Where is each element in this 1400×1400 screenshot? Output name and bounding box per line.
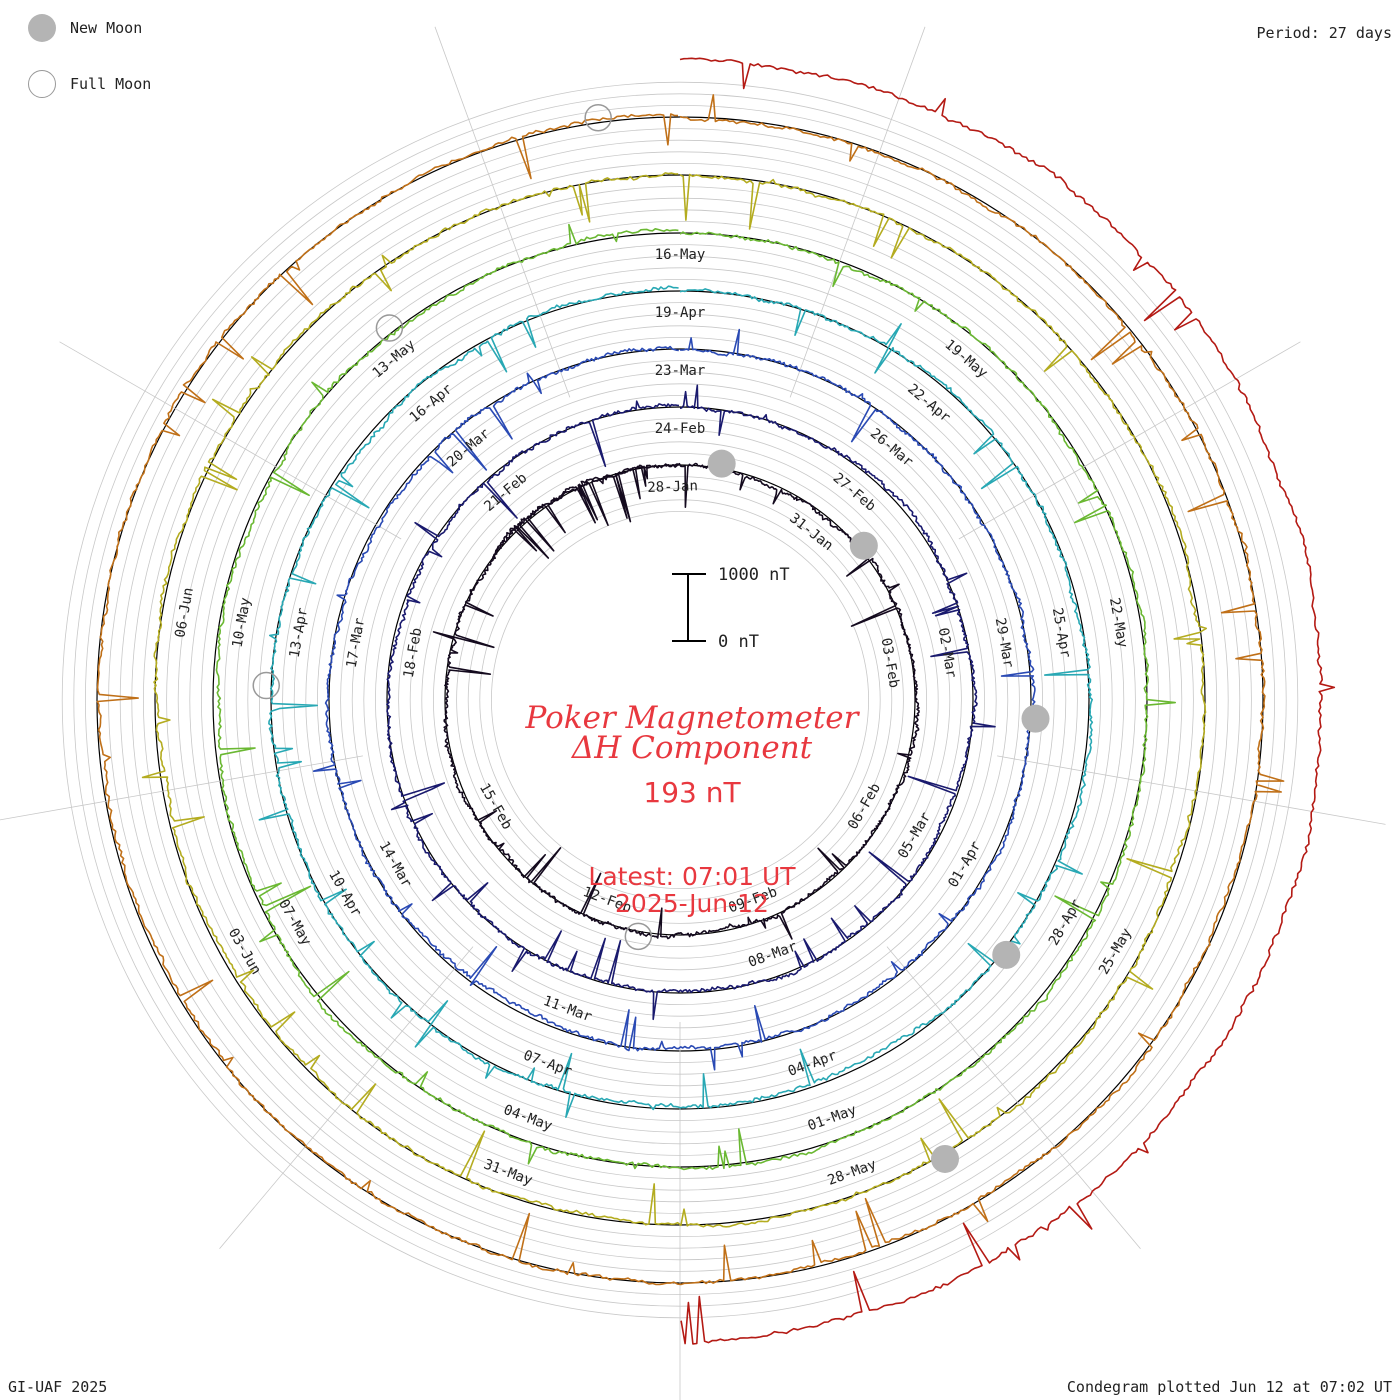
date-label: 02-Mar xyxy=(935,627,960,680)
new-moon-marker xyxy=(931,1144,959,1173)
latest-date: 2025-Jun-12 xyxy=(615,889,769,918)
grid-circle xyxy=(398,418,962,982)
scale-bar-bottom-label: 0 nT xyxy=(718,632,759,652)
grid-circle xyxy=(432,452,928,948)
latest-time: Latest: 07:01 UT xyxy=(588,862,796,891)
grid-circle xyxy=(467,487,893,913)
series-trace-1 xyxy=(432,460,920,940)
full-moon-icon xyxy=(28,70,56,98)
series-trace-6 xyxy=(141,172,1207,1228)
series-trace-5 xyxy=(215,223,1176,1171)
current-value: 193 nT xyxy=(643,776,741,809)
traces-layer xyxy=(96,57,1336,1345)
credit-label: GI-UAF 2025 xyxy=(8,1378,108,1396)
date-label: 03-Jun xyxy=(225,926,264,978)
grid-circle xyxy=(490,510,870,890)
date-label: 27-Feb xyxy=(830,470,879,515)
date-label: 03-Feb xyxy=(878,637,903,690)
radial-spoke xyxy=(886,946,1141,1250)
series-trace-8 xyxy=(679,57,1336,1345)
date-label: 23-Mar xyxy=(655,363,706,379)
date-label: 29-Mar xyxy=(992,617,1017,670)
legend-new-moon: New Moon xyxy=(28,14,142,42)
date-label: 20-Mar xyxy=(444,426,493,471)
date-label: 15-Feb xyxy=(476,781,515,833)
date-label: 10-Apr xyxy=(325,868,364,920)
grid-circle xyxy=(409,429,951,971)
legend-full-moon: Full Moon xyxy=(28,70,151,98)
series-trace-2 xyxy=(386,384,996,1021)
radial-spoke xyxy=(958,341,1301,540)
plotted-label: Condegram plotted Jun 12 at 07:02 UT xyxy=(1066,1378,1392,1396)
date-label: 18-Feb xyxy=(401,627,426,680)
new-moon-marker xyxy=(992,940,1021,969)
date-label: 17-Mar xyxy=(344,617,369,670)
grid-circle xyxy=(421,441,939,959)
full-moon-marker xyxy=(624,922,653,951)
radial-spoke xyxy=(434,26,571,398)
full-moon-marker xyxy=(375,314,404,342)
date-label: 13-May xyxy=(369,337,418,382)
date-label: 31-Jan xyxy=(786,510,836,554)
radial-spoke xyxy=(59,341,402,540)
full-moon-marker xyxy=(584,103,612,132)
date-label: 16-Apr xyxy=(407,381,456,426)
legend-full-moon-label: Full Moon xyxy=(70,75,152,93)
date-label: 06-Jun xyxy=(172,586,197,639)
date-label: 25-Apr xyxy=(1049,607,1074,660)
center-title-block: Poker Magnetometer ΔH Component 193 nT L… xyxy=(525,700,861,918)
date-label: 10-May xyxy=(230,596,255,649)
new-moon-icon xyxy=(28,14,56,42)
period-label: Period: 27 days xyxy=(1256,24,1392,42)
series-trace-7 xyxy=(96,94,1285,1286)
grid-circle xyxy=(479,499,881,901)
radial-spoke xyxy=(789,26,926,398)
new-moon-marker xyxy=(707,449,736,478)
series-trace-4 xyxy=(258,285,1094,1118)
radial-spoke xyxy=(0,755,363,821)
chart-title: Poker Magnetometer xyxy=(525,700,861,736)
series-trace-3 xyxy=(312,328,1036,1071)
full-moon-marker xyxy=(252,671,281,700)
baseline-circle xyxy=(386,406,974,994)
date-label: 28-Apr xyxy=(1046,897,1085,949)
date-label: 19-Apr xyxy=(655,305,706,321)
radial-spoke xyxy=(219,946,474,1250)
date-label: 22-May xyxy=(1106,596,1131,649)
date-label: 05-Mar xyxy=(895,810,934,862)
grid-circle xyxy=(363,383,997,1017)
new-moon-marker xyxy=(849,531,878,560)
date-label: 28-Jan xyxy=(647,478,698,496)
legend-new-moon-label: New Moon xyxy=(70,19,143,37)
date-label: 16-May xyxy=(655,247,706,263)
scale-bar: 1000 nT 0 nT xyxy=(672,565,790,652)
moon-phase-layer xyxy=(252,103,1050,1173)
scale-bar-top-label: 1000 nT xyxy=(718,565,790,585)
grid-layer xyxy=(0,26,1386,1400)
date-label: 13-Apr xyxy=(287,607,312,660)
grid-circle xyxy=(374,394,986,1006)
date-label: 25-May xyxy=(1096,926,1135,978)
date-label: 26-Mar xyxy=(867,426,916,471)
date-label: 24-Feb xyxy=(655,421,706,437)
date-label: 21-Feb xyxy=(481,470,530,515)
radial-spoke xyxy=(997,755,1386,825)
new-moon-marker xyxy=(1021,704,1050,733)
date-label: 01-Apr xyxy=(945,839,984,891)
grid-circle xyxy=(456,476,904,924)
chart-subtitle: ΔH Component xyxy=(571,730,813,766)
